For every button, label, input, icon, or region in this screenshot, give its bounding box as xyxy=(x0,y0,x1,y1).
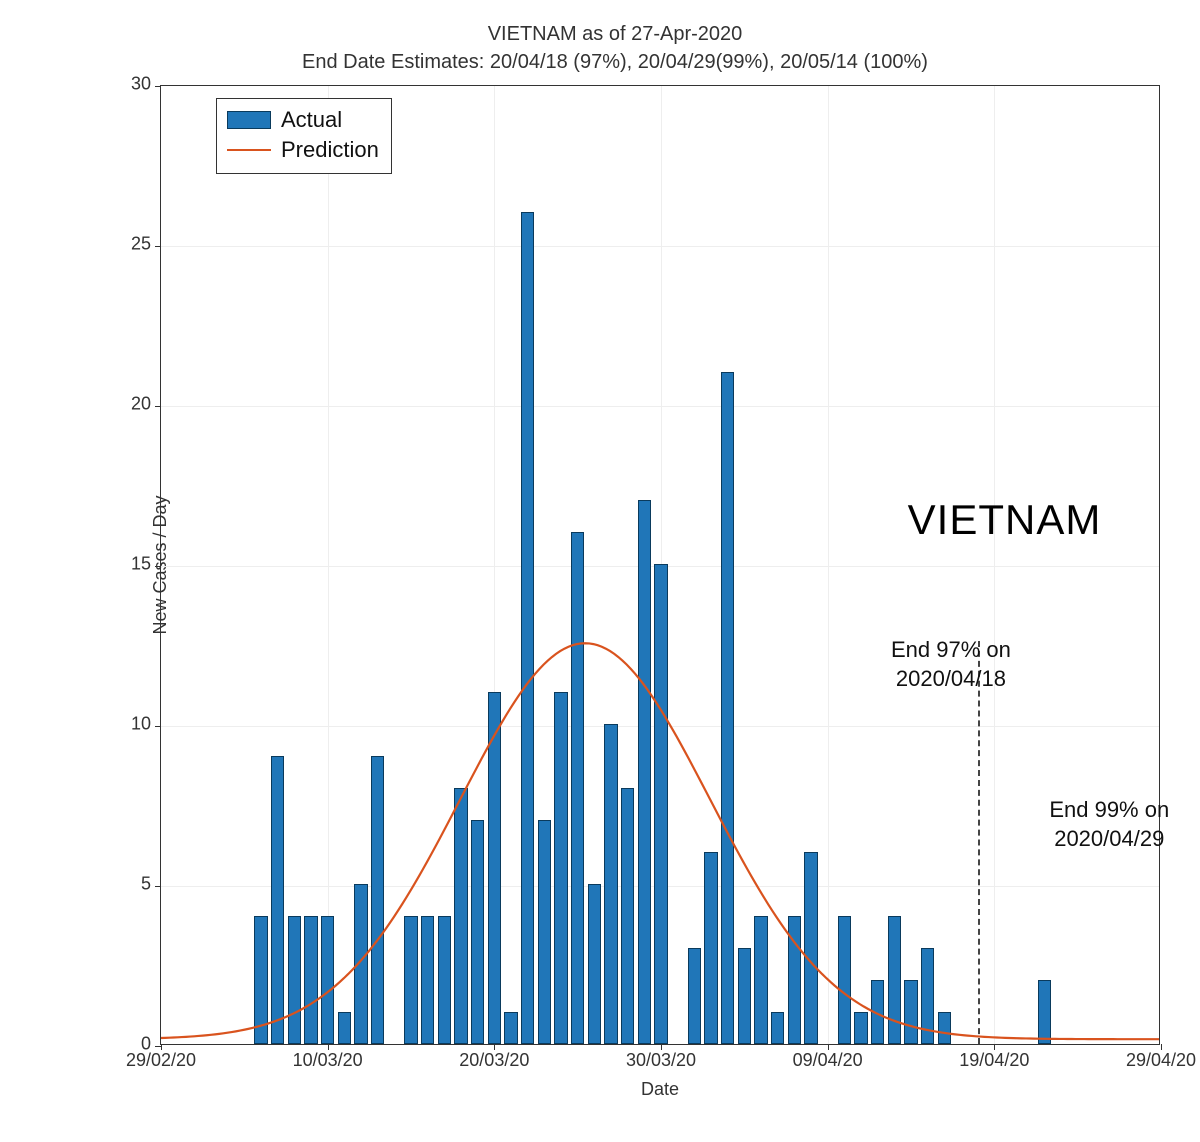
chart-container: VIETNAM as of 27-Apr-2020 End Date Estim… xyxy=(50,0,1180,1142)
annotation-end-99-line1: End 99% on xyxy=(1049,796,1169,825)
grid-line-v xyxy=(994,86,995,1044)
bar xyxy=(554,692,568,1044)
annotation-end-99: End 99% on 2020/04/29 xyxy=(1049,796,1169,853)
bar xyxy=(1038,980,1052,1044)
x-tick-label: 19/04/20 xyxy=(959,1050,1029,1071)
country-label: VIETNAM xyxy=(908,496,1102,544)
y-tick-label: 20 xyxy=(131,394,151,415)
title-line-2: End Date Estimates: 20/04/18 (97%), 20/0… xyxy=(50,48,1180,76)
bar xyxy=(638,500,652,1044)
bar xyxy=(304,916,318,1044)
bar xyxy=(854,1012,868,1044)
vertical-marker xyxy=(978,641,980,1044)
plot-area: New Cases / Day Date Actual Prediction V… xyxy=(160,85,1160,1045)
bar xyxy=(288,916,302,1044)
bar xyxy=(538,820,552,1044)
bar xyxy=(621,788,635,1044)
bar xyxy=(921,948,935,1044)
y-tick-mark xyxy=(155,86,161,87)
annotation-end-97: End 97% on 2020/04/18 xyxy=(891,636,1011,693)
legend: Actual Prediction xyxy=(216,98,392,174)
y-axis-label: New Cases / Day xyxy=(150,495,171,634)
legend-item-prediction: Prediction xyxy=(227,135,379,165)
y-tick-mark xyxy=(155,246,161,247)
bar xyxy=(488,692,502,1044)
bar xyxy=(788,916,802,1044)
y-tick-label: 5 xyxy=(141,874,151,895)
bar xyxy=(421,916,435,1044)
bar xyxy=(588,884,602,1044)
y-tick-mark xyxy=(155,406,161,407)
x-axis-label: Date xyxy=(641,1079,679,1100)
bar xyxy=(471,820,485,1044)
annotation-end-97-line2: 2020/04/18 xyxy=(891,665,1011,694)
bar xyxy=(354,884,368,1044)
bar xyxy=(721,372,735,1044)
bar xyxy=(704,852,718,1044)
x-tick-label: 20/03/20 xyxy=(459,1050,529,1071)
chart-title: VIETNAM as of 27-Apr-2020 End Date Estim… xyxy=(50,0,1180,76)
legend-swatch-line xyxy=(227,149,271,151)
bar xyxy=(271,756,285,1044)
bar xyxy=(888,916,902,1044)
legend-label-prediction: Prediction xyxy=(281,137,379,163)
bar xyxy=(871,980,885,1044)
bar xyxy=(938,1012,952,1044)
y-tick-label: 25 xyxy=(131,234,151,255)
bar xyxy=(338,1012,352,1044)
grid-line-v xyxy=(328,86,329,1044)
grid-line-v xyxy=(828,86,829,1044)
bar xyxy=(371,756,385,1044)
bar xyxy=(804,852,818,1044)
bar xyxy=(438,916,452,1044)
bar xyxy=(738,948,752,1044)
x-tick-label: 30/03/20 xyxy=(626,1050,696,1071)
bar xyxy=(904,980,918,1044)
bar xyxy=(504,1012,518,1044)
y-tick-label: 10 xyxy=(131,714,151,735)
annotation-end-97-line1: End 97% on xyxy=(891,636,1011,665)
bar xyxy=(321,916,335,1044)
legend-label-actual: Actual xyxy=(281,107,342,133)
y-tick-mark xyxy=(155,566,161,567)
y-tick-label: 0 xyxy=(141,1034,151,1055)
y-tick-label: 15 xyxy=(131,554,151,575)
grid-line-h xyxy=(161,406,1159,407)
annotation-end-99-line2: 2020/04/29 xyxy=(1049,825,1169,854)
bar xyxy=(454,788,468,1044)
y-tick-mark xyxy=(155,726,161,727)
legend-item-actual: Actual xyxy=(227,105,379,135)
grid-line-h xyxy=(161,246,1159,247)
bar xyxy=(688,948,702,1044)
legend-swatch-bar xyxy=(227,111,271,129)
y-tick-label: 30 xyxy=(131,74,151,95)
y-tick-mark xyxy=(155,886,161,887)
x-tick-label: 10/03/20 xyxy=(293,1050,363,1071)
x-tick-label: 29/02/20 xyxy=(126,1050,196,1071)
bar xyxy=(254,916,268,1044)
bar xyxy=(654,564,668,1044)
bar xyxy=(754,916,768,1044)
bar xyxy=(404,916,418,1044)
bar xyxy=(571,532,585,1044)
y-tick-mark xyxy=(155,1046,161,1047)
bar xyxy=(604,724,618,1044)
x-tick-label: 29/04/20 xyxy=(1126,1050,1196,1071)
bar xyxy=(771,1012,785,1044)
x-tick-label: 09/04/20 xyxy=(793,1050,863,1071)
bar xyxy=(838,916,852,1044)
title-line-1: VIETNAM as of 27-Apr-2020 xyxy=(50,20,1180,48)
bar xyxy=(521,212,535,1044)
